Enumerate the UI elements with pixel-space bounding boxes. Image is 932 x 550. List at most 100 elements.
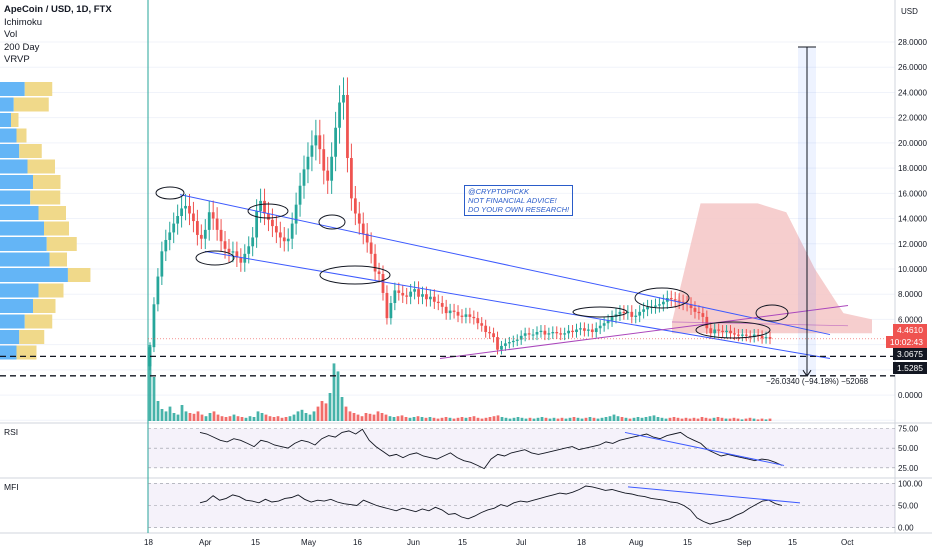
volume-bar <box>740 419 744 421</box>
vrvp-bar-down <box>30 190 61 205</box>
volume-bar <box>548 418 552 421</box>
volume-bar <box>376 411 380 421</box>
vrvp-bar-up <box>0 206 39 220</box>
candle-body <box>594 328 598 333</box>
volume-bar <box>424 417 428 421</box>
candle-body <box>274 226 278 233</box>
upper-trendline <box>179 194 831 336</box>
author-annotation[interactable]: @CRYPTOPICKK NOT FINANCIAL ADVICE! DO YO… <box>464 185 574 216</box>
candle-body <box>263 200 266 214</box>
support-level-2-box: 1.5285 <box>893 362 927 374</box>
volume-bar <box>168 406 172 421</box>
indicator-vol[interactable]: Vol <box>4 29 18 40</box>
candle-body <box>405 295 409 297</box>
candle-body <box>251 237 255 247</box>
volume-bar <box>372 414 376 421</box>
candle-body <box>160 251 164 277</box>
volume-bar <box>232 414 236 421</box>
indicator-vrvp[interactable]: VRVP <box>4 54 30 65</box>
volume-bar <box>420 417 424 421</box>
volume-bar <box>416 416 420 421</box>
volume-bar <box>632 417 636 421</box>
time-axis-tick: 15 <box>251 538 260 547</box>
candle-body <box>492 333 495 338</box>
candle-body <box>440 303 444 307</box>
volume-bar <box>600 417 604 421</box>
candle-body <box>346 94 349 159</box>
volume-bar <box>472 416 476 421</box>
volume-bar <box>452 418 456 421</box>
annotation-line-2: NOT FINANCIAL ADVICE! <box>468 196 557 205</box>
vrvp-bar-down <box>19 330 45 344</box>
volume-bar <box>620 417 624 421</box>
time-axis-tick: Oct <box>841 538 854 547</box>
candle-body <box>286 238 290 242</box>
candle-body <box>282 237 286 242</box>
chart-legend: ApeCoin / USD, 1D, FTX Ichimoku Vol 200 … <box>4 4 112 67</box>
vrvp-bar-up <box>0 82 25 96</box>
candle-body <box>764 337 768 339</box>
symbol-title[interactable]: ApeCoin / USD, 1D, FTX <box>4 4 112 15</box>
annotation-line-3: DO YOUR OWN RESEARCH! <box>468 205 570 214</box>
candle-body <box>539 330 543 333</box>
volume-bar <box>300 409 304 421</box>
indicator-ichimoku[interactable]: Ichimoku <box>4 16 43 28</box>
candle-body <box>571 330 574 333</box>
countdown-box: 10:02:43 <box>885 336 927 348</box>
candle-body <box>322 149 326 171</box>
candle-body <box>504 343 507 346</box>
volume-bar <box>664 418 668 421</box>
volume-bar <box>656 417 660 421</box>
time-axis-tick: 16 <box>353 538 362 547</box>
vrvp-bar-down <box>49 252 67 267</box>
candle-body <box>310 145 314 157</box>
candle-body <box>583 328 586 331</box>
volume-bar <box>732 417 736 421</box>
volume-bar <box>348 411 352 421</box>
volume-bar <box>396 416 400 421</box>
candle-body <box>207 212 211 230</box>
volume-bar <box>752 418 756 421</box>
candle-body <box>464 314 468 317</box>
candle-body <box>709 328 713 334</box>
wedge-support-line <box>439 305 849 360</box>
candle-body <box>658 304 661 306</box>
vrvp-bar-up <box>0 252 50 267</box>
candle-body <box>693 308 697 312</box>
volume-bar <box>640 417 644 421</box>
volume-bar <box>208 413 212 421</box>
indicator-200-day[interactable]: 200 Day <box>4 41 40 53</box>
volume-bar <box>272 417 276 421</box>
candle-body <box>326 170 330 181</box>
candle-body <box>740 334 744 336</box>
volume-bar <box>196 411 200 421</box>
volume-bar <box>224 417 228 421</box>
volume-bar <box>408 417 412 421</box>
highlight-ellipse <box>247 203 289 219</box>
vrvp-bar-down <box>16 128 27 143</box>
candle-body <box>563 333 567 335</box>
candle-body <box>432 296 436 302</box>
volume-bar <box>456 417 460 421</box>
volume-bar <box>204 416 208 421</box>
candle-body <box>342 94 345 103</box>
candle-body <box>622 311 626 314</box>
volume-bar <box>320 401 324 421</box>
price-axis-tick: 0.0000 <box>898 391 923 400</box>
vrvp-bar-up <box>0 97 14 112</box>
price-axis-tick: 8.0000 <box>898 290 923 299</box>
highlight-ellipse <box>634 287 690 309</box>
time-axis-tick: Aug <box>629 538 643 547</box>
mfi-axis-tick: 50.00 <box>898 502 919 511</box>
volume-bar <box>700 417 704 421</box>
candle-body <box>677 300 681 302</box>
candle-body <box>752 334 756 338</box>
volume-bar <box>184 411 188 421</box>
candle-body <box>551 332 555 334</box>
candle-body <box>373 253 377 272</box>
volume-bar <box>400 415 404 421</box>
candle-body <box>547 333 551 335</box>
volume-bar <box>344 406 348 421</box>
volume-bar <box>584 417 588 421</box>
